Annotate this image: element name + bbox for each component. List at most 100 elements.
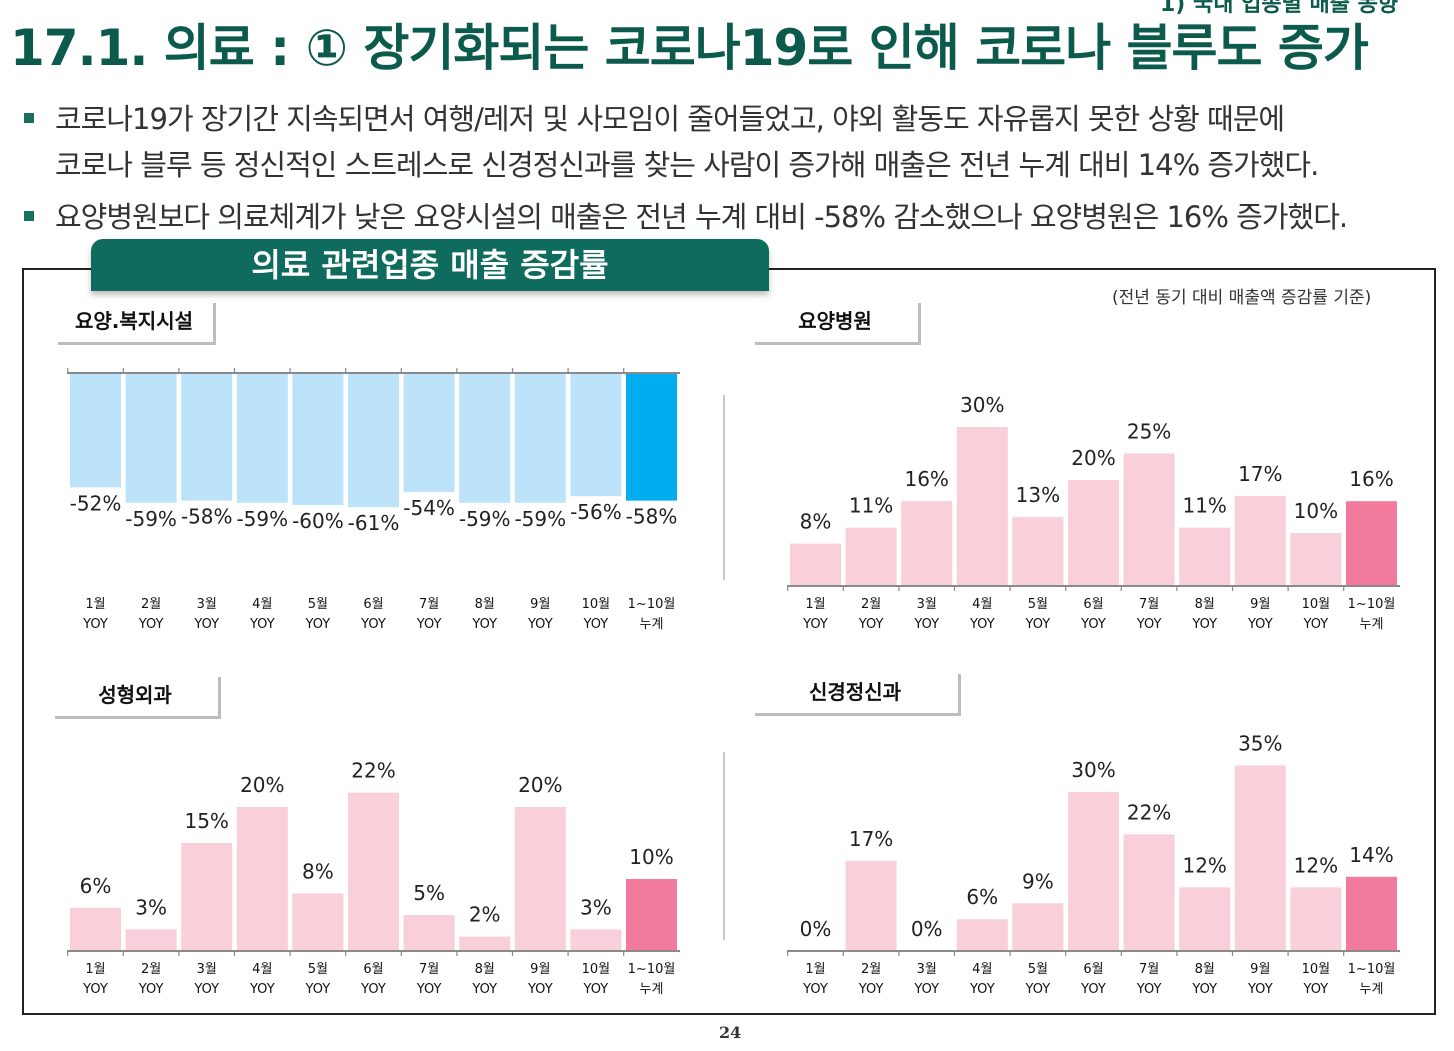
x-tick-label: 1월	[805, 597, 825, 612]
data-label: 16%	[904, 467, 948, 491]
bar-10	[570, 373, 622, 497]
data-label: -61%	[348, 511, 400, 535]
data-label: 0%	[800, 917, 832, 941]
bullet-text: 코로나 블루 등 정신적인 스트레스로 신경정신과를 찾는 사람이 증가해 매출…	[55, 148, 1319, 182]
bar-2	[125, 929, 177, 951]
bar-4	[956, 427, 1008, 586]
data-label: -60%	[292, 509, 344, 533]
data-label: 8%	[800, 510, 832, 534]
x-tick-label: YOY	[1025, 982, 1051, 997]
data-label: -58%	[626, 505, 678, 529]
chart-plastic-surgery: 성형외과 6% 1월 YOY 3% 2월 YOY 15% 3월 YOY 20% 4월 YOY 8% 5월 YO…	[52, 674, 680, 997]
data-label: 30%	[960, 393, 1004, 417]
x-tick-label: YOY	[249, 617, 275, 632]
data-label: 20%	[518, 773, 562, 797]
x-tick-label: YOY	[1303, 617, 1329, 632]
bar-9	[514, 807, 566, 951]
bar-2	[845, 527, 897, 586]
x-tick-label: 누계	[640, 982, 664, 997]
x-tick-label: 4월	[252, 962, 272, 977]
data-label: 22%	[1127, 800, 1171, 824]
x-tick-label: 10월	[582, 597, 611, 612]
x-tick-label: 4월	[972, 962, 992, 977]
bar-4	[956, 919, 1008, 951]
data-label: 14%	[1349, 843, 1393, 867]
chart-title: 요양병원	[798, 309, 872, 333]
x-tick-label: 5월	[1028, 962, 1048, 977]
data-label: -59%	[125, 507, 177, 531]
x-tick-label: 2월	[141, 597, 161, 612]
bar-8	[459, 373, 511, 503]
x-tick-label: YOY	[969, 617, 995, 632]
x-tick-label: YOY	[858, 982, 884, 997]
data-label: 10%	[1294, 499, 1338, 523]
x-tick-label: YOY	[802, 982, 828, 997]
bar-8	[459, 936, 511, 951]
x-tick-label: YOY	[1247, 617, 1273, 632]
bar-9	[1234, 495, 1286, 586]
x-tick-label: YOY	[360, 982, 386, 997]
x-tick-label: 2월	[141, 962, 161, 977]
x-tick-label: YOY	[360, 617, 386, 632]
data-label: 17%	[849, 827, 893, 851]
data-label: 3%	[580, 895, 612, 919]
bar-11	[1346, 501, 1397, 586]
x-tick-label: 2월	[861, 962, 881, 977]
x-tick-label: 3월	[197, 962, 217, 977]
x-tick-label: 6월	[363, 962, 383, 977]
data-label: 8%	[302, 859, 334, 883]
bar-5	[292, 893, 344, 951]
bar-2	[845, 860, 897, 951]
data-label: 11%	[849, 494, 893, 518]
bullet-text: 요양병원보다 의료체계가 낮은 요양시설의 매출은 전년 누계 대비 -58% …	[55, 200, 1348, 234]
bar-2	[125, 373, 177, 503]
bar-1	[70, 373, 121, 488]
x-tick-label: YOY	[471, 617, 497, 632]
chart-title-box	[52, 674, 218, 716]
data-label: 12%	[1294, 853, 1338, 877]
x-tick-label: 1~10월	[628, 597, 676, 612]
chart-nursing-hospital: 요양병원 8% 1월 YOY 11% 2월 YOY 16% 3월 YOY 30% 4월 YOY 13% 5월…	[752, 300, 1400, 632]
bar-7	[403, 373, 455, 492]
x-tick-label: YOY	[1025, 617, 1051, 632]
x-tick-label: 7월	[1139, 597, 1159, 612]
bar-6	[348, 373, 399, 508]
x-tick-label: YOY	[969, 982, 995, 997]
bar-11	[626, 879, 677, 951]
bar-7	[1123, 453, 1175, 586]
x-tick-label: 1월	[85, 962, 105, 977]
x-tick-label: YOY	[1247, 982, 1273, 997]
x-tick-label: YOY	[305, 617, 331, 632]
x-tick-label: YOY	[138, 982, 164, 997]
x-tick-label: 3월	[197, 597, 217, 612]
x-tick-label: 4월	[972, 597, 992, 612]
x-tick-label: 8월	[1195, 597, 1215, 612]
data-label: -59%	[514, 507, 566, 531]
chart-title: 성형외과	[98, 683, 172, 707]
x-tick-label: 2월	[861, 597, 881, 612]
data-label: 2%	[469, 903, 501, 927]
x-tick-label: YOY	[305, 982, 331, 997]
data-label: 15%	[184, 809, 228, 833]
bar-10	[570, 929, 622, 951]
x-tick-label: 10월	[1302, 597, 1331, 612]
bullet-square-icon	[24, 211, 34, 221]
bar-3	[901, 501, 953, 586]
x-tick-label: 5월	[308, 962, 328, 977]
summary-bullets: 코로나19가 장기간 지속되면서 여행/레저 및 사모임이 줄어들었고, 야외 …	[20, 96, 1454, 240]
x-tick-label: YOY	[1303, 982, 1329, 997]
x-tick-label: YOY	[416, 982, 442, 997]
x-tick-label: 6월	[1083, 597, 1103, 612]
bar-8	[1179, 887, 1231, 951]
page-title: 17.1. 의료 : ① 장기화되는 코로나19로 인해 코로나 블루도 증가	[10, 19, 1369, 77]
x-tick-label: YOY	[416, 617, 442, 632]
bar-5	[1012, 903, 1064, 951]
data-label: 6%	[80, 874, 112, 898]
data-label: -56%	[570, 500, 622, 524]
x-tick-label: YOY	[193, 982, 219, 997]
data-label: 30%	[1071, 758, 1115, 782]
bar-11	[1346, 876, 1397, 951]
x-tick-label: 8월	[475, 597, 495, 612]
data-label: 17%	[1238, 462, 1282, 486]
x-tick-label: 9월	[1250, 962, 1270, 977]
